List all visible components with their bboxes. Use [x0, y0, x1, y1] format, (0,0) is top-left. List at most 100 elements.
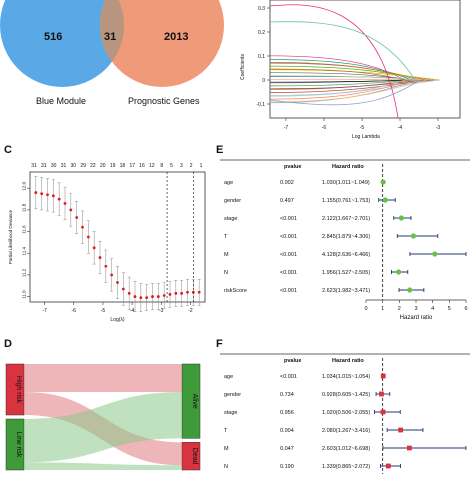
lasso-coef-paths: [269, 4, 441, 119]
lasso-x-tick-label: -5: [360, 125, 365, 131]
cv-point: [168, 293, 172, 296]
forest-row-hr: 4.128(2.636~6.466): [322, 252, 370, 258]
forest-header-pvalue: pvalue: [284, 358, 301, 364]
lasso-coef-path: [269, 79, 413, 100]
cv-point: [139, 296, 143, 300]
forest-hr-marker: [406, 445, 412, 451]
forest-row-hr: 1.020(0.506~2.055): [322, 410, 370, 416]
cv-point: [51, 194, 55, 198]
lasso-coef-path: [269, 79, 406, 83]
forest-header-pvalue: pvalue: [284, 164, 301, 170]
lasso-coef-path: [269, 79, 427, 90]
cv-top-tick-label: 22: [90, 163, 96, 169]
forest-x-tick-label: 5: [448, 306, 451, 312]
forest-hr-marker: [385, 463, 391, 469]
cv-top-tick-label: 31: [41, 163, 47, 169]
cv-top-tick-label: 17: [129, 163, 135, 169]
forest-f-panel: pvalue Hazard ratio age <0.001 1.034(1.015~1…: [216, 344, 474, 476]
forest-hr-marker: [380, 179, 386, 185]
forest-hr-marker: [396, 269, 402, 275]
cv-y-tick-label: 11.8: [22, 203, 27, 212]
panel-label-e: E: [216, 144, 224, 156]
cv-point: [63, 202, 67, 205]
cv-x-tick-label: -4: [130, 308, 135, 314]
forest-row-pvalue: 0.047: [280, 446, 294, 452]
venn-right-count: 2013: [164, 31, 188, 43]
cv-point: [34, 191, 38, 194]
lasso-x-axis: -7 -6 -5 -4 -3: [284, 118, 440, 131]
sankey-left-node-label: High risk: [15, 376, 22, 404]
forest-row-hr: 2.623(1.982~3.471): [322, 288, 370, 294]
forest-row-name: age: [224, 374, 233, 380]
cv-panel: 31 31 30 31 30 29 22 20 19 18 17 16 12 8 5 3 2 1 -7 -6 -5 -4-…: [0, 150, 215, 328]
cv-point: [40, 192, 44, 196]
cv-point: [75, 216, 79, 219]
sankey-right-node-label: Alive: [191, 394, 198, 409]
lasso-coef-path: [269, 79, 413, 87]
lasso-coef-path: [269, 59, 413, 81]
lasso-coef-plot: 0.3 0.2 0.1 0 -0.1 -7 -6 -5 -4 -3 Coefficients L…: [240, 0, 461, 140]
venn-right-label: Prognostic Genes: [128, 96, 200, 106]
forest-hr-marker: [410, 233, 417, 239]
forest-row-hr: 2.080(1.267~3.416): [322, 428, 370, 434]
forest-row-pvalue: 0.004: [280, 428, 294, 434]
lasso-coef-path: [269, 4, 399, 119]
venn-overlap-region: [100, 0, 124, 62]
forest-row-pvalue: 0.956: [280, 410, 294, 416]
forest-x-tick-label: 6: [464, 306, 467, 312]
lasso-y-tick-label: 0.1: [258, 54, 265, 60]
cv-point: [116, 281, 119, 284]
cv-top-tick-label: 19: [110, 163, 116, 169]
cv-y-tick-label: 11.2: [22, 268, 27, 277]
forest-row-hr: 2.603(1.012~6.698): [322, 446, 370, 452]
cv-point: [46, 193, 49, 197]
cv-plot-frame: [29, 171, 206, 303]
forest-hr-marker: [407, 287, 413, 293]
cv-x-tick-label: -2: [188, 308, 193, 314]
forest-row-pvalue: 0.734: [280, 392, 294, 398]
cv-y-tick-label: 11.4: [22, 247, 27, 256]
cv-top-tick-label: 12: [149, 163, 155, 169]
cv-top-tick-label: 18: [120, 163, 126, 169]
cv-x-tick-label: -5: [101, 308, 106, 314]
forest-row-name: M: [224, 446, 229, 452]
sankey-diagram: High risk Low risk Alive Dead: [5, 363, 201, 471]
forest-row-pvalue: <0.001: [280, 270, 297, 276]
lasso-y-tick-label: -0.1: [256, 102, 265, 108]
lasso-coef-path: [269, 79, 427, 103]
cv-point: [121, 287, 125, 291]
cv-top-tick-label: 5: [170, 163, 173, 169]
lasso-coef-path: [269, 78, 434, 81]
venn-left-label: Blue Module: [36, 96, 86, 106]
lasso-ylabel: Coefficients: [240, 53, 246, 80]
cv-top-tick-label: 20: [100, 163, 106, 169]
cv-point: [151, 295, 154, 298]
forest-header-hr: Hazard ratio: [332, 164, 364, 170]
forest-row-pvalue: <0.001: [280, 216, 297, 222]
sankey-right-node-label: Dead: [191, 448, 198, 465]
cv-deviance-plot: 31 31 30 31 30 29 22 20 19 18 17 16 12 8 5 3 2 1-7 -6 -5 -4-…: [8, 163, 206, 323]
forest-row-name: age: [224, 180, 233, 186]
forest-hr-marker: [382, 197, 388, 203]
forest-header-hr: Hazard ratio: [332, 358, 364, 364]
cv-top-tick-label: 3: [180, 163, 183, 169]
forest-row-pvalue: 0.497: [280, 198, 294, 204]
cv-top-tick-label: 30: [71, 163, 77, 169]
cv-point: [92, 246, 96, 250]
lasso-coef-path: [269, 79, 434, 93]
lasso-y-tick-label: 0.3: [258, 6, 265, 12]
forest-row-name: N: [224, 270, 228, 276]
cv-x-tick-label: -3: [159, 308, 164, 314]
forest-row-hr: 2.122(1.667~2.701): [322, 216, 370, 222]
forest-hr-marker: [379, 391, 384, 397]
forest-row-hr: 2.845(1.879~4.306): [322, 234, 370, 240]
cv-point: [197, 290, 201, 294]
forest-hr-marker: [398, 427, 404, 433]
sankey-left-node-label: Low risk: [15, 432, 22, 458]
cv-point: [110, 273, 114, 277]
lasso-coef-path: [269, 55, 406, 81]
forest-e-panel: pvalue Hazard ratio age 0.002 1.030(1.011~1.…: [216, 150, 474, 321]
cv-point: [81, 225, 84, 229]
forest-xlabel: Hazard ratio: [400, 315, 433, 320]
lasso-coef-path: [269, 69, 441, 81]
